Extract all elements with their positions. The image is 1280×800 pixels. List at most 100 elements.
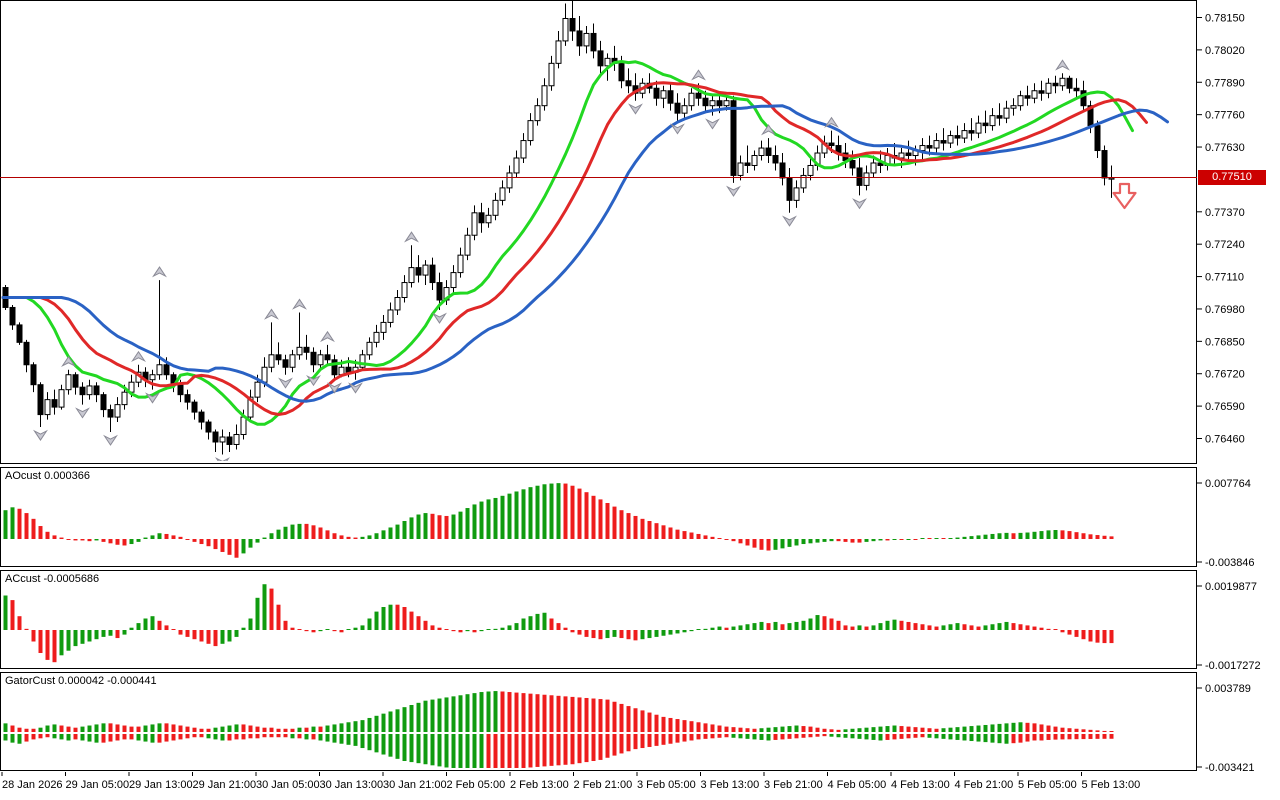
- candle: [1080, 90, 1087, 107]
- gator-bar: [717, 725, 722, 732]
- ac-bar: [542, 612, 547, 630]
- gator-bar: [374, 734, 379, 753]
- ac-bar: [1025, 625, 1030, 630]
- ac-bar: [52, 630, 57, 663]
- ao-bar: [402, 521, 407, 539]
- gator-bar: [997, 734, 1002, 744]
- ac-histogram-svg[interactable]: [1, 571, 1196, 666]
- gator-bar: [794, 734, 799, 739]
- ac-bar: [171, 629, 176, 630]
- gator-bar: [1102, 730, 1107, 732]
- fractal-down-icon: [348, 382, 363, 394]
- ao-bar: [1046, 530, 1051, 539]
- ao-bar: [458, 511, 463, 539]
- gator-bar: [269, 734, 274, 738]
- candle: [366, 341, 373, 356]
- gator-bar: [1081, 729, 1086, 732]
- main-price-pane[interactable]: [0, 0, 1197, 464]
- main-chart-svg[interactable]: [1, 1, 1196, 461]
- ao-bar: [780, 539, 785, 549]
- price-axis[interactable]: 0.78150 0.78020 0.77890 0.77760 0.77630 0.773…: [1197, 0, 1280, 772]
- candle: [1101, 150, 1108, 179]
- ac-bar: [969, 625, 974, 630]
- candle: [205, 421, 212, 433]
- ac-bar: [682, 630, 687, 633]
- ac-bar: [619, 630, 624, 639]
- ao-bar: [948, 538, 953, 539]
- gator-bar: [703, 723, 708, 732]
- ac-bar: [276, 604, 281, 630]
- gator-bar: [1095, 730, 1100, 732]
- ao-bar: [213, 539, 218, 550]
- ac-bar: [66, 630, 71, 651]
- ac-bar: [584, 630, 589, 637]
- candle: [121, 391, 128, 406]
- candle: [905, 152, 912, 157]
- time-axis-label: 30 Jan 13:00: [320, 779, 384, 791]
- price-axis-label: 0.77370: [1205, 207, 1245, 219]
- gator-bar: [395, 709, 400, 732]
- candle: [653, 87, 660, 99]
- ac-bar: [1081, 630, 1086, 640]
- gator-bar: [1053, 726, 1058, 732]
- gator-bar: [836, 734, 841, 738]
- ac-bar: [983, 625, 988, 630]
- gator-bar: [1067, 728, 1072, 732]
- gator-bar: [213, 727, 218, 732]
- ao-bar: [325, 530, 330, 539]
- gator-bar: [647, 734, 652, 747]
- candle: [1059, 77, 1066, 87]
- ao-bar: [619, 510, 624, 539]
- gator-bar: [815, 727, 820, 732]
- ao-indicator-pane[interactable]: AOcust 0.000366: [0, 467, 1197, 567]
- gator-bar: [787, 734, 792, 739]
- gator-indicator-pane[interactable]: GatorCust 0.000042 -0.000441: [0, 672, 1197, 771]
- candle: [289, 354, 296, 368]
- ac-bar: [850, 626, 855, 630]
- ac-pane-title: ACcust -0.0005686: [5, 573, 100, 585]
- ac-bar: [283, 620, 288, 630]
- ac-bar: [458, 630, 463, 633]
- gator-bar: [332, 734, 337, 743]
- ac-bar: [962, 624, 967, 630]
- candle: [226, 436, 233, 445]
- candle: [674, 102, 681, 114]
- time-axis[interactable]: 28 Jan 2026 29 Jan 05:00 29 Jan 13:00 29 Ja…: [0, 772, 1280, 800]
- candle: [849, 159, 856, 169]
- ao-bar: [710, 536, 715, 539]
- gator-bar: [31, 734, 36, 740]
- ao-bar: [1102, 535, 1107, 539]
- time-axis-label: 2 Feb 05:00: [447, 779, 506, 791]
- ao-bar: [633, 515, 638, 539]
- candle: [401, 282, 408, 299]
- ao-bar: [115, 539, 120, 545]
- ao-bar: [500, 495, 505, 539]
- gator-bar: [73, 727, 78, 732]
- gator-bar: [101, 723, 106, 732]
- gator-bar: [703, 734, 708, 739]
- ac-bar: [346, 629, 351, 630]
- ac-bar: [738, 625, 743, 630]
- ao-bar: [220, 539, 225, 552]
- candle: [765, 147, 772, 157]
- fractal-down-icon: [628, 103, 643, 115]
- ao-histogram-svg[interactable]: [1, 468, 1196, 564]
- ac-bar: [45, 630, 50, 660]
- candle: [1031, 90, 1038, 99]
- candle: [555, 40, 562, 64]
- ao-bar: [1060, 530, 1065, 539]
- candle: [471, 212, 478, 236]
- gator-bar: [339, 734, 344, 744]
- candle: [982, 122, 989, 127]
- candle: [597, 50, 604, 67]
- candle: [191, 401, 198, 413]
- ac-indicator-pane[interactable]: ACcust -0.0005686: [0, 570, 1197, 669]
- candle: [37, 384, 44, 416]
- ac-bar: [381, 607, 386, 630]
- ao-bar: [129, 539, 134, 545]
- gator-histogram-svg[interactable]: [1, 673, 1196, 768]
- gator-bar: [367, 734, 372, 751]
- candle: [527, 120, 534, 142]
- ac-bar: [486, 629, 491, 630]
- gator-bar: [682, 720, 687, 732]
